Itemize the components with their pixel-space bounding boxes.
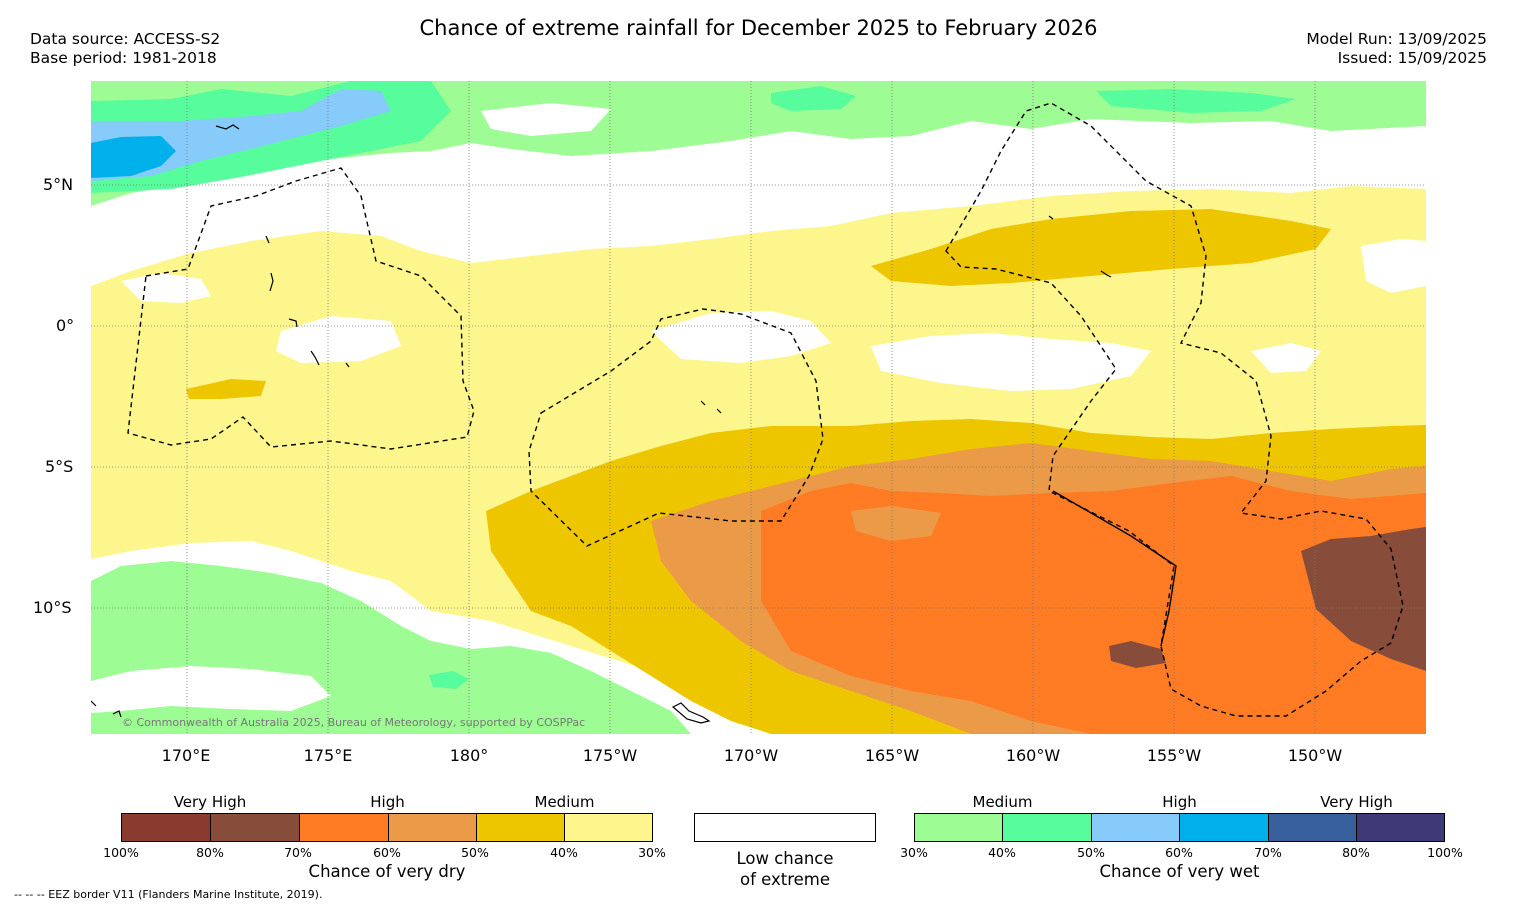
low-chance-swatch: [694, 813, 876, 842]
lat-label-10s: 10°S: [33, 598, 72, 617]
low-chance-patch-north: [481, 103, 611, 136]
data-info-block: Data source: ACCESS-S2 Base period: 1981…: [30, 30, 220, 68]
dry-swatch-80-70: [210, 813, 300, 842]
low-chance-patch-b: [276, 316, 401, 363]
eez-border-tokelau: [528, 308, 824, 547]
wet-tick-100: 100%: [1427, 845, 1463, 860]
dry-tick-70: 70%: [284, 845, 312, 860]
wet-legend-caption: Chance of very wet: [1099, 862, 1260, 881]
wet-swatch-30-40: [914, 813, 1003, 842]
dry-tick-50: 50%: [461, 845, 489, 860]
dry-legend-caption: Chance of very dry: [308, 862, 466, 881]
rainfall-map: [91, 81, 1426, 734]
eez-border-note: -- -- -- EEZ border V11 (Flanders Marine…: [14, 888, 323, 901]
dry-swatch-70-60: [299, 813, 389, 842]
lat-label-5s: 5°S: [45, 457, 74, 476]
wet-tick-30: 30%: [900, 845, 928, 860]
lat-label-5n: 5°N: [43, 175, 74, 194]
islands: [91, 124, 1112, 724]
data-source-text: Data source: ACCESS-S2: [30, 30, 221, 48]
dry-tick-80: 80%: [196, 845, 224, 860]
lat-label-0: 0°: [56, 316, 75, 335]
wet-swatch-60-70: [1179, 813, 1269, 842]
wet-tick-70: 70%: [1254, 845, 1282, 860]
wet-high-label: High: [1162, 793, 1197, 811]
model-run-text: Model Run: 13/09/2025: [1306, 30, 1487, 48]
lon-label-175e: 175°E: [303, 746, 353, 765]
dry-medium-label: Medium: [534, 793, 595, 811]
issued-text: Issued: 15/09/2025: [1337, 49, 1487, 67]
dry-high-patch-inner: [851, 506, 941, 541]
dry-swatch-50-40: [476, 813, 566, 842]
copyright-text: © Commonwealth of Australia 2025, Bureau…: [122, 716, 586, 729]
map-title: Chance of extreme rainfall for December …: [419, 16, 1098, 40]
run-info-block: Model Run: 13/09/2025 Issued: 15/09/2025: [1306, 30, 1487, 68]
wet-tick-80: 80%: [1342, 845, 1370, 860]
wet-very-high-label: Very High: [1320, 793, 1393, 811]
lon-label-160w: 160°W: [1005, 746, 1061, 765]
base-period-text: Base period: 1981-2018: [30, 49, 217, 67]
dry-medium-patch-west: [186, 379, 266, 399]
wet-medium2-patch-b: [1096, 89, 1296, 113]
lon-label-180: 180°: [449, 746, 489, 765]
dry-medium-region-north: [871, 209, 1331, 286]
lon-label-150w: 150°W: [1287, 746, 1343, 765]
dry-tick-100: 100%: [103, 845, 139, 860]
eez-border-kiribati-line: [945, 102, 1404, 717]
wet-high2-region-north: [91, 136, 176, 178]
wet-medium2-patch-a: [771, 86, 856, 111]
wet-swatch-70-80: [1268, 813, 1357, 842]
eez-border-tuvalu: [127, 167, 475, 450]
low-chance-caption-line1: Low chance: [736, 849, 834, 868]
dry-swatch-100-80: [121, 813, 211, 842]
low-chance-patch-f: [1251, 343, 1321, 373]
lon-label-155w: 155°W: [1146, 746, 1202, 765]
dry-colorbar: [121, 813, 653, 842]
lon-label-170e: 170°E: [161, 746, 211, 765]
dry-high-label: High: [370, 793, 405, 811]
dry-swatch-60-50: [388, 813, 478, 842]
low-chance-patch-c: [651, 311, 831, 363]
wet-tick-40: 40%: [988, 845, 1016, 860]
dry-very-high-patch-south: [1109, 641, 1166, 668]
dry-very-high-region-east: [1301, 527, 1426, 671]
wet-swatch-40-50: [1002, 813, 1092, 842]
lon-label-175w: 175°W: [582, 746, 638, 765]
low-chance-caption-line2: of extreme: [739, 870, 831, 889]
low-chance-patch-south: [91, 666, 331, 713]
dry-tick-30: 30%: [638, 845, 666, 860]
dry-high2-region-south: [761, 476, 1426, 734]
dry-swatch-40-30: [564, 813, 653, 842]
wet-tick-50: 50%: [1077, 845, 1105, 860]
lon-label-170w: 170°W: [723, 746, 779, 765]
dry-very-high-label: Very High: [173, 793, 247, 811]
maritime-boundary-solid: [1052, 490, 1177, 647]
wet-colorbar: [914, 813, 1445, 842]
wet-swatch-50-60: [1091, 813, 1180, 842]
lon-label-165w: 165°W: [864, 746, 920, 765]
graticule: [91, 81, 1426, 734]
eez-borders: [127, 102, 1404, 717]
wet-swatch-80-100: [1356, 813, 1445, 842]
wet-medium-label: Medium: [972, 793, 1033, 811]
dry-tick-40: 40%: [550, 845, 578, 860]
low-chance-patch-d: [871, 333, 1151, 391]
low-chance-caption: Low chance of extreme: [694, 848, 876, 890]
low-chance-patch-e: [1361, 239, 1426, 293]
wet-medium2-patch-south: [429, 671, 469, 689]
wet-tick-60: 60%: [1165, 845, 1193, 860]
dry-tick-60: 60%: [373, 845, 401, 860]
